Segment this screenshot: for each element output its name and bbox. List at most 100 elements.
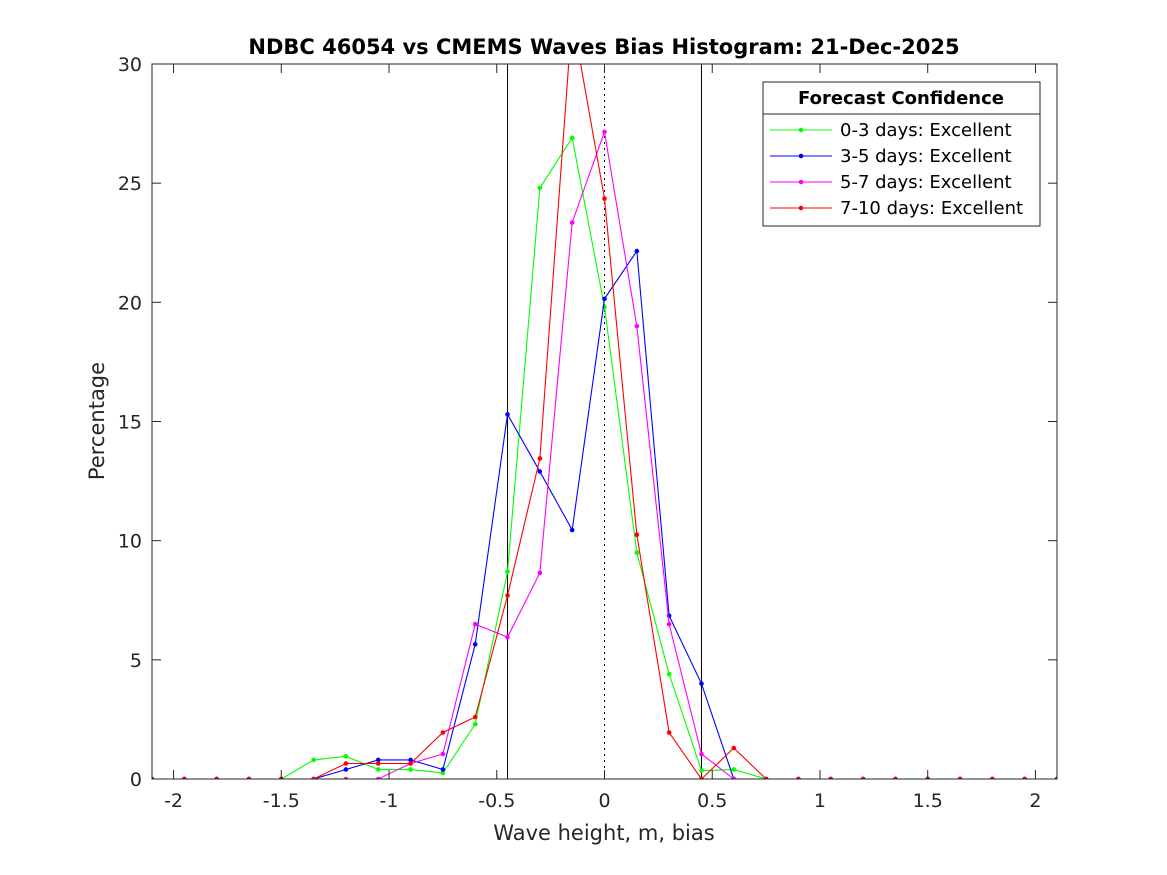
data-point [246,776,252,779]
data-point [375,776,381,779]
data-point [731,767,737,772]
data-point [731,745,737,751]
x-tick-label: -1 [380,790,399,812]
data-point [472,714,478,720]
data-point [666,730,672,735]
y-tick-label: 10 [118,531,142,553]
data-point [666,671,672,677]
x-tick-label: 1.5 [913,790,943,812]
data-point [505,593,510,598]
y-axis-label: Percentage [85,362,109,480]
data-point [440,767,446,772]
y-tick-label: 5 [130,650,142,672]
data-point [343,754,349,759]
data-point [440,751,446,757]
legend-swatch-marker [798,127,804,133]
data-point [634,550,640,555]
data-point [343,776,349,779]
data-point [569,135,575,141]
data-point [796,776,801,779]
legend-entry: 3-5 days: Excellent [770,146,1012,167]
data-point [569,527,575,533]
x-tick-label: 1 [814,790,826,812]
data-point [375,761,381,766]
legend-label: 0-3 days: Excellent [840,120,1012,141]
data-point [634,323,640,329]
data-point [440,770,446,776]
data-point [893,776,898,779]
data-point [472,621,478,627]
data-point [343,761,349,766]
data-point [505,412,510,417]
y-tick-label: 30 [118,54,142,76]
data-point [731,776,737,779]
legend-swatch-marker [798,179,804,185]
data-point [699,768,704,773]
data-point [570,14,575,19]
data-point [537,469,543,474]
data-point [634,248,640,254]
data-point [505,569,510,574]
legend-title: Forecast Confidence [798,88,1004,109]
reference-lines [507,64,702,779]
data-point [311,757,316,763]
data-point [699,751,704,757]
x-tick-label: 0 [598,790,610,812]
legend-label: 7-10 days: Excellent [840,198,1023,219]
data-point [699,776,704,779]
legend-swatch-marker [798,153,804,159]
data-point [602,196,607,201]
data-point [602,129,607,135]
data-point [408,757,413,763]
x-tick-label: -1.5 [263,790,300,812]
data-point [375,767,381,772]
data-point [666,621,672,627]
legend-label: 3-5 days: Excellent [840,146,1012,167]
data-point [537,185,543,191]
data-point [860,776,866,779]
legend-label: 5-7 days: Excellent [840,172,1012,193]
data-point [182,776,187,779]
data-point [1022,776,1027,779]
legend: Forecast Confidence 0-3 days: Excellent 3… [762,81,1041,227]
legend-swatch-marker [798,205,804,211]
data-point [828,776,834,779]
legend-box [762,81,1041,227]
data-point [472,721,478,727]
data-point [408,761,413,766]
y-tick-label: 15 [118,412,142,434]
data-point [569,220,575,225]
data-point [152,776,155,779]
data-point [602,296,607,302]
series-4 [152,14,1057,779]
data-point [957,776,963,779]
x-tick-label: -0.5 [478,790,515,812]
legend-entry: 5-7 days: Excellent [770,172,1012,193]
legend-entry: 7-10 days: Excellent [770,198,1023,219]
data-point [990,776,995,779]
data-point [699,681,704,686]
series-layer [152,14,1057,779]
y-tick-label: 20 [118,292,142,314]
data-point [440,730,446,735]
legend-entries: 0-3 days: Excellent 3-5 days: Excellent 5-… [770,120,1023,219]
data-point [763,776,769,779]
y-tick-label: 25 [118,173,142,195]
data-point [634,532,640,538]
data-point [1054,776,1057,779]
data-point [537,456,543,461]
data-point [375,757,381,763]
x-tick-label: 2 [1029,790,1041,812]
data-point [214,776,219,779]
legend-entry: 0-3 days: Excellent [770,120,1012,141]
data-point [311,776,316,779]
x-axis-label: Wave height, m, bias [493,821,714,845]
data-point [472,642,478,647]
data-point [505,634,510,640]
data-point [537,570,543,576]
data-point [343,767,349,772]
data-point [408,767,413,772]
y-tick-label: 0 [130,769,142,791]
